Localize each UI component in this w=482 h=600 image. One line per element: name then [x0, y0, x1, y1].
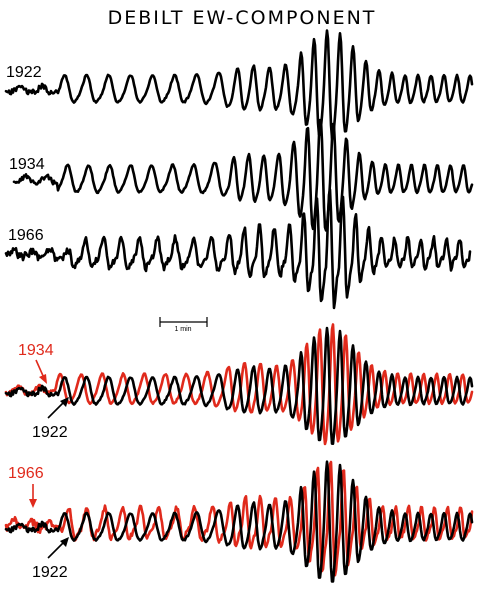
- overlay-1-red-label: 1934: [18, 342, 54, 359]
- figure-title: DEBILT EW-COMPONENT: [108, 7, 377, 29]
- overlay-2-red-label: 1966: [8, 465, 44, 482]
- seismogram-trace-1934: [12, 118, 474, 232]
- trace-label-1966: 1966: [8, 227, 44, 244]
- trace-label-1934: 1934: [9, 156, 45, 173]
- seismogram-trace-1966: [4, 188, 472, 310]
- overlay-2-red-arrow: [29, 484, 37, 508]
- overlay-2-black-label: 1922: [32, 564, 68, 581]
- overlay-1-red-arrow: [35, 359, 47, 384]
- trace-label-1922: 1922: [6, 64, 42, 81]
- seismogram-trace-1922: [4, 29, 474, 140]
- scale-bar-label: 1 min: [174, 326, 191, 333]
- time-scale-bar: 1 min: [159, 317, 208, 333]
- overlay-1-black-arrow: [47, 397, 69, 419]
- overlay-1-black-label: 1922: [32, 424, 68, 441]
- overlay-1-black-trace: [4, 326, 474, 445]
- overlay-2-black-trace: [4, 460, 474, 583]
- overlay-2-black-arrow: [47, 537, 69, 559]
